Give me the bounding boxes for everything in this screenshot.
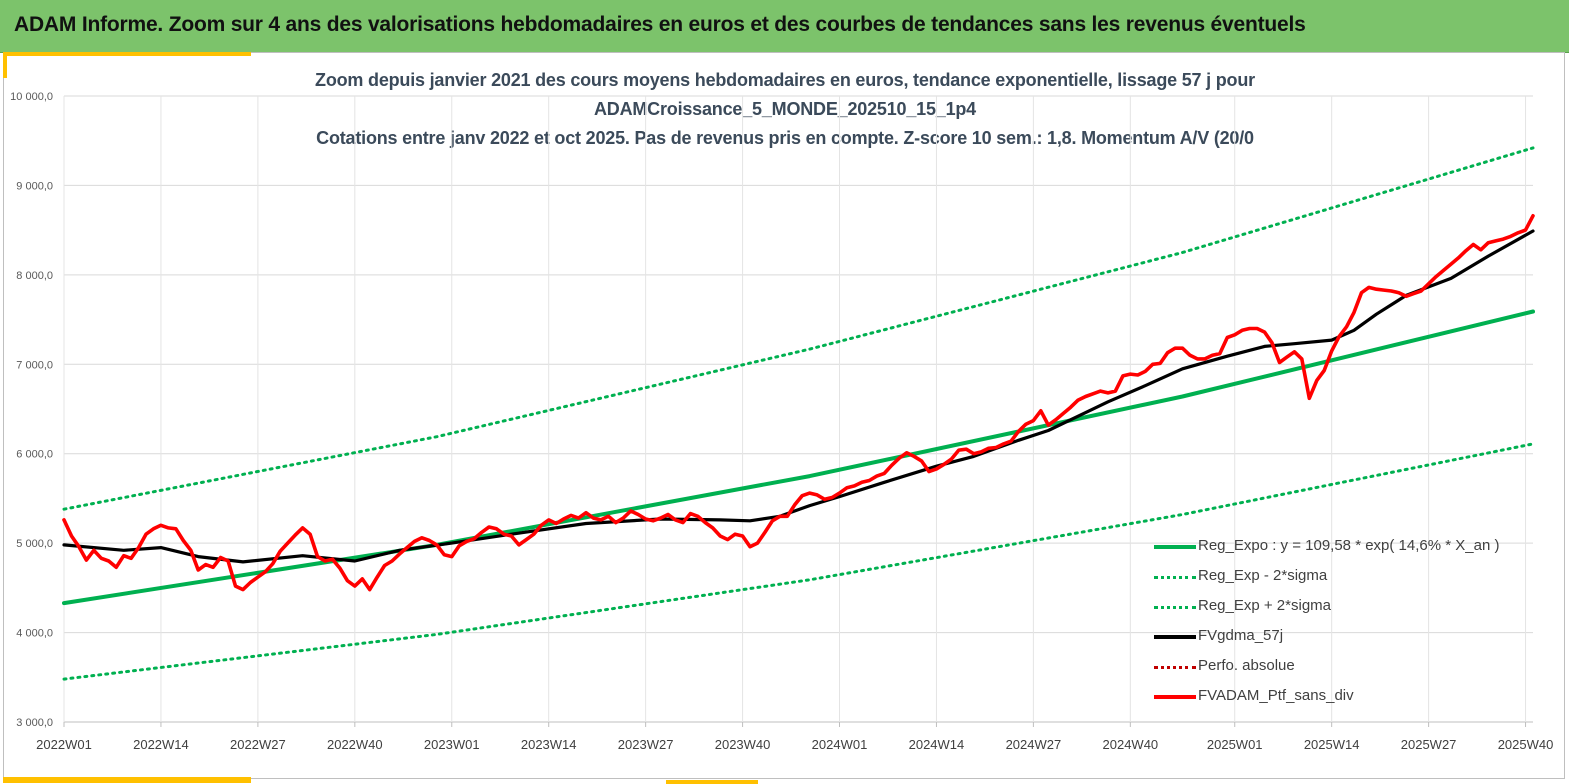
- x-tick-label: 2022W40: [327, 737, 383, 752]
- chart-title-line-3: Cotations entre janv 2022 et oct 2025. P…: [316, 128, 1254, 148]
- accent-bar-bottom-secondary: [666, 780, 758, 784]
- x-tick-label: 2022W14: [133, 737, 189, 752]
- page-title: ADAM Informe. Zoom sur 4 ans des valoris…: [14, 13, 1306, 36]
- x-tick-label: 2024W01: [812, 737, 868, 752]
- x-tick-label: 2025W27: [1401, 737, 1457, 752]
- legend-item-fvadam-ptf: FVADAM_Ptf_sans_div: [1152, 684, 1542, 714]
- header-banner: ADAM Informe. Zoom sur 4 ans des valoris…: [0, 0, 1569, 53]
- legend-item-perfo-absolue: Perfo. absolue: [1152, 654, 1542, 684]
- chart-legend: Reg_Expo : y = 109,58 * exp( 14,6% * X_a…: [1152, 534, 1542, 714]
- series-reg-exp-plus-2sigma: [62, 146, 1535, 511]
- legend-swatch-perfo-absolue: [1154, 666, 1196, 669]
- legend-label-fvgdma: FVgdma_57j: [1198, 627, 1284, 644]
- x-tick-label: 2023W14: [521, 737, 577, 752]
- chart-series: [62, 146, 1535, 681]
- x-tick-label: 2025W14: [1304, 737, 1360, 752]
- series-fvadam-ptf: [62, 214, 1535, 592]
- legend-label-reg-exp-plus: Reg_Exp + 2*sigma: [1198, 597, 1331, 614]
- legend-item-reg-expo: Reg_Expo : y = 109,58 * exp( 14,6% * X_a…: [1152, 534, 1542, 564]
- x-tick-label: 2025W40: [1498, 737, 1554, 752]
- legend-swatch-fvadam-ptf: [1154, 695, 1196, 699]
- legend-label-reg-exp-minus: Reg_Exp - 2*sigma: [1198, 567, 1328, 584]
- x-tick-label: 2025W01: [1207, 737, 1263, 752]
- x-tick-label: 2024W14: [909, 737, 965, 752]
- x-tick-label: 2022W01: [36, 737, 92, 752]
- legend-swatch-reg-exp-minus: [1154, 576, 1196, 579]
- chart-frame: [3, 52, 1565, 779]
- y-tick-label: 9 000,0: [16, 180, 53, 192]
- x-tick-label: 2023W01: [424, 737, 480, 752]
- legend-swatch-reg-expo: [1154, 545, 1196, 549]
- y-tick-label: 6 000,0: [16, 449, 53, 461]
- x-tick-label: 2023W40: [715, 737, 771, 752]
- legend-item-fvgdma: FVgdma_57j: [1152, 624, 1542, 654]
- legend-swatch-reg-exp-plus: [1154, 606, 1196, 609]
- x-tick-label: 2022W27: [230, 737, 286, 752]
- y-tick-label: 4 000,0: [16, 628, 53, 640]
- x-tick-label: 2024W40: [1103, 737, 1159, 752]
- legend-label-fvadam-ptf: FVADAM_Ptf_sans_div: [1198, 687, 1354, 704]
- accent-bar-bottom: [3, 777, 251, 783]
- series-reg-exp-minus-2sigma: [62, 442, 1535, 681]
- x-axis-tick-labels: 2022W01 2022W14 2022W27 2022W40 2023W01 2023W…: [36, 737, 1553, 752]
- chart-gridlines: [63, 95, 1533, 727]
- x-tick-label: 2023W27: [618, 737, 674, 752]
- series-reg-expo: [62, 309, 1535, 606]
- accent-bar-left: [3, 52, 7, 78]
- legend-item-reg-exp-plus: Reg_Exp + 2*sigma: [1152, 594, 1542, 624]
- y-axis-tick-labels: 3 000,0 4 000,0 5 000,0 6 000,0 7 000,0 8 000…: [10, 91, 53, 729]
- y-tick-label: 8 000,0: [16, 270, 53, 282]
- y-tick-label: 10 000,0: [10, 91, 53, 103]
- y-tick-label: 7 000,0: [16, 359, 53, 371]
- legend-label-reg-expo: Reg_Expo : y = 109,58 * exp( 14,6% * X_a…: [1198, 537, 1500, 554]
- chart-title-line-2: ADAMCroissance_5_MONDE_202510_15_1p4: [593, 99, 976, 119]
- legend-item-reg-exp-minus: Reg_Exp - 2*sigma: [1152, 564, 1542, 594]
- y-tick-label: 3 000,0: [16, 717, 53, 729]
- series-fvgdma-57j: [62, 229, 1535, 564]
- y-tick-label: 5 000,0: [16, 538, 53, 550]
- legend-swatch-fvgdma: [1154, 635, 1196, 639]
- accent-bar-top: [3, 52, 251, 56]
- x-tick-label: 2024W27: [1006, 737, 1062, 752]
- legend-label-perfo-absolue: Perfo. absolue: [1198, 657, 1295, 674]
- chart-title-line-1: Zoom depuis janvier 2021 des cours moyen…: [315, 70, 1255, 90]
